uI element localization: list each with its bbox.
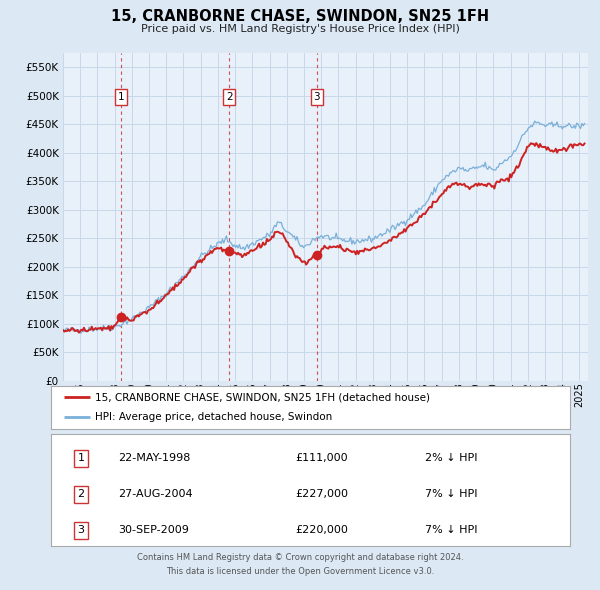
Text: £111,000: £111,000 (295, 453, 347, 463)
Text: 1: 1 (77, 453, 85, 463)
Text: 30-SEP-2009: 30-SEP-2009 (118, 525, 190, 535)
Text: 22-MAY-1998: 22-MAY-1998 (118, 453, 191, 463)
Text: HPI: Average price, detached house, Swindon: HPI: Average price, detached house, Swin… (95, 412, 332, 422)
Text: 3: 3 (77, 525, 85, 535)
Text: 15, CRANBORNE CHASE, SWINDON, SN25 1FH: 15, CRANBORNE CHASE, SWINDON, SN25 1FH (111, 9, 489, 24)
Text: 27-AUG-2004: 27-AUG-2004 (118, 489, 193, 499)
Text: 2% ↓ HPI: 2% ↓ HPI (425, 453, 477, 463)
Text: Price paid vs. HM Land Registry's House Price Index (HPI): Price paid vs. HM Land Registry's House … (140, 24, 460, 34)
Text: 15, CRANBORNE CHASE, SWINDON, SN25 1FH (detached house): 15, CRANBORNE CHASE, SWINDON, SN25 1FH (… (95, 392, 430, 402)
Text: 2: 2 (77, 489, 85, 499)
Text: £227,000: £227,000 (295, 489, 348, 499)
Text: 3: 3 (314, 92, 320, 102)
Text: Contains HM Land Registry data © Crown copyright and database right 2024.
This d: Contains HM Land Registry data © Crown c… (137, 553, 463, 576)
Text: 2: 2 (226, 92, 232, 102)
Text: 7% ↓ HPI: 7% ↓ HPI (425, 525, 477, 535)
Text: 1: 1 (118, 92, 124, 102)
Text: £220,000: £220,000 (295, 525, 348, 535)
Text: 7% ↓ HPI: 7% ↓ HPI (425, 489, 477, 499)
